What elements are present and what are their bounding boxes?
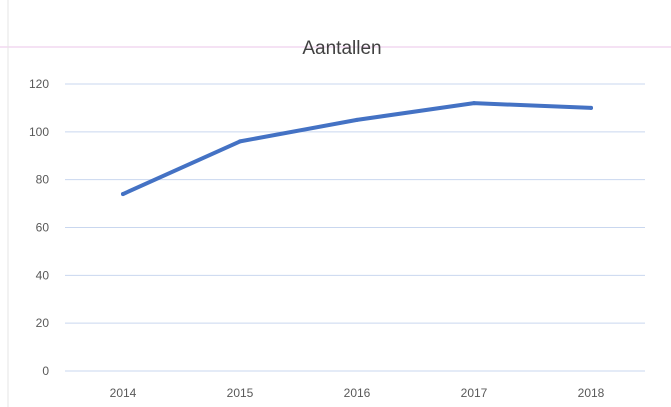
data-point-2015 [238, 139, 242, 144]
data-point-2018 [589, 105, 593, 110]
x-tick-label: 2015 [227, 386, 254, 400]
y-tick-label: 120 [29, 77, 49, 91]
chart-title: Aantallen [302, 38, 381, 59]
y-tick-label: 80 [36, 173, 50, 187]
y-tick-label: 100 [29, 125, 49, 139]
y-tick-label: 0 [42, 364, 49, 378]
x-tick-label: 2014 [110, 386, 137, 400]
y-tick-label: 20 [36, 316, 50, 330]
y-tick-label: 40 [36, 268, 50, 282]
y-tick-label: 60 [36, 221, 50, 235]
series-layer [121, 101, 593, 197]
gridlines [65, 83, 645, 372]
series-line [121, 101, 593, 197]
data-point-2017 [472, 101, 476, 106]
data-point-2014 [121, 192, 125, 197]
data-point-2016 [355, 117, 359, 122]
x-tick-label: 2016 [344, 386, 371, 400]
x-tick-label: 2018 [578, 386, 605, 400]
x-tick-label: 2017 [461, 386, 488, 400]
axis-labels: 0 20 40 60 80 100 120 2014 2015 2016 2017 2018 [29, 77, 605, 400]
